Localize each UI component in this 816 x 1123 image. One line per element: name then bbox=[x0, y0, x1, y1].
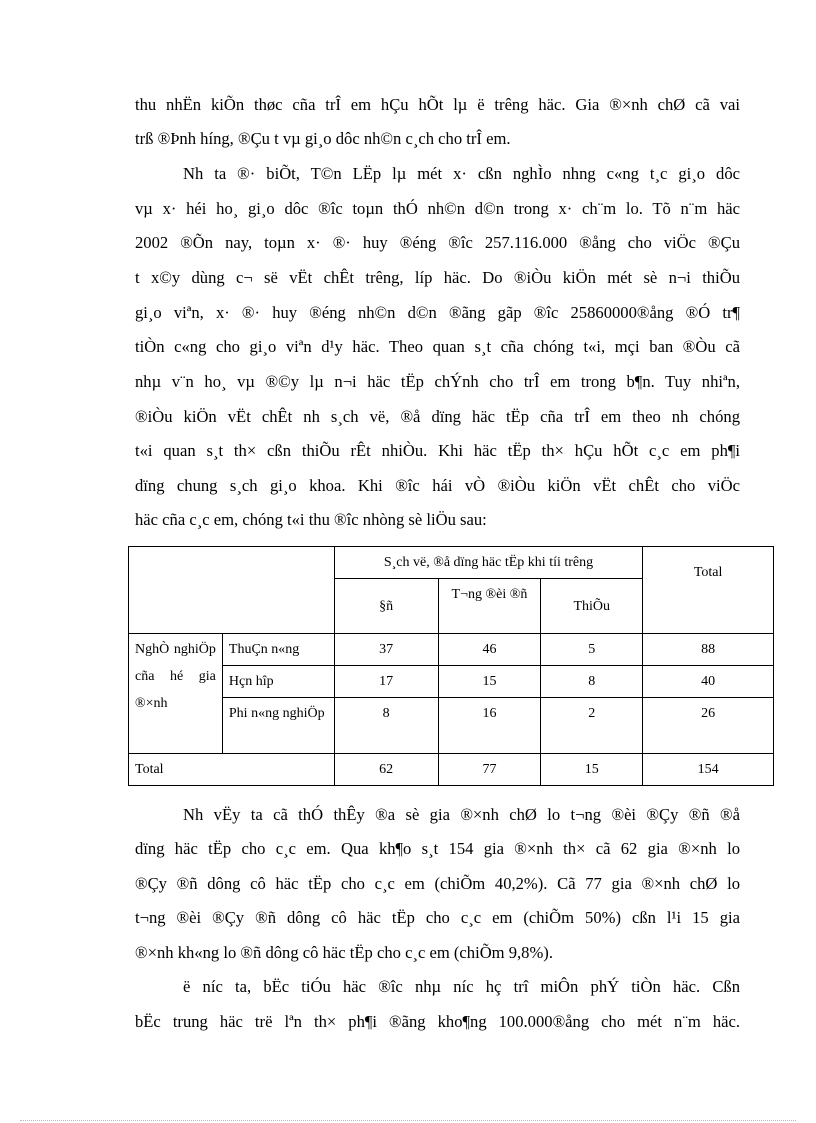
text-line: t«i quan s¸t th× cßn thiÕu rÊt nhiÒu. Kh… bbox=[135, 441, 740, 460]
text-line: t­ x©y dùng c¬ së vËt chÊt tr­êng, líp h… bbox=[135, 268, 740, 287]
cell: 17 bbox=[333, 665, 439, 698]
cell: 46 bbox=[437, 633, 542, 666]
cell: 2 bbox=[540, 697, 644, 754]
text-line: bËc trung häc trë lªn th× ph¶i ®ãng kho¶… bbox=[135, 1012, 740, 1031]
cell: 8 bbox=[333, 697, 439, 754]
text-line: nhµ v¨n ho¸ vµ ®©y lµ n¬i häc tËp chÝnh … bbox=[135, 372, 740, 391]
text-line: vµ x· héi ho¸ gi¸o dôc ®­îc toµn thÓ nh©… bbox=[135, 199, 740, 218]
cell: 88 bbox=[642, 633, 774, 666]
text-line: tiÒn c«ng cho gi¸o viªn d¹y häc. Theo qu… bbox=[135, 337, 740, 356]
text-line: ®×nh kh«ng lo ®ñ dông cô häc tËp cho c¸c… bbox=[135, 943, 553, 962]
cell: 77 bbox=[437, 753, 542, 786]
cell: 15 bbox=[437, 665, 542, 698]
row-label: ThuÇn n«ng bbox=[221, 633, 335, 666]
text-line: Nh­ vËy ta cã thÓ thÊy ®a sè gia ®×nh ch… bbox=[183, 805, 740, 824]
total-row: Total 62 77 15 154 bbox=[128, 753, 774, 786]
table-corner-cell bbox=[128, 546, 335, 634]
cell: 15 bbox=[540, 753, 644, 786]
text-line: gi¸o viªn, x· ®· huy ®éng nh©n d©n ®ãng … bbox=[135, 303, 740, 322]
row-label: Total bbox=[128, 753, 335, 786]
text-line: dïng chung s¸ch gi¸o khoa. Khi ®­îc hái … bbox=[135, 476, 740, 495]
cell: 154 bbox=[642, 753, 774, 786]
col-header: T­¬ng ®èi ®ñ bbox=[437, 578, 542, 634]
cell: 37 bbox=[333, 633, 439, 666]
row-label: Phi n«ng nghiÖp bbox=[221, 697, 335, 754]
text-line: Nh­ ta ®· biÕt, T©n LËp lµ mét x· cßn ng… bbox=[183, 164, 740, 183]
cell: 62 bbox=[333, 753, 439, 786]
cell: 16 bbox=[437, 697, 542, 754]
text-line: ë n­íc ta, bËc tiÓu häc ®­îc nhµ n­íc hç… bbox=[183, 977, 740, 996]
text-line: häc cña c¸c em, chóng t«i thu ®­îc nhòng… bbox=[135, 510, 487, 529]
text-line: ®Çy ®ñ dông cô häc tËp cho c¸c em (chiÕm… bbox=[135, 874, 740, 893]
page-bottom-divider bbox=[20, 1120, 796, 1121]
col-header: ThiÕu bbox=[540, 578, 644, 634]
cell: 5 bbox=[540, 633, 644, 666]
cell: 8 bbox=[540, 665, 644, 698]
group-header: S¸ch vë, ®å dïng häc tËp khi tíi tr­êng bbox=[333, 546, 644, 579]
text-line: ®iÒu kiÖn vËt chÊt nh­ s¸ch vë, ®å dïng … bbox=[135, 407, 740, 426]
text-line: dïng häc tËp cho c¸c em. Qua kh¶o s¸t 15… bbox=[135, 839, 740, 858]
table-row: NghÒ nghiÖp cña hé gia ®×nh ThuÇn n«ng 3… bbox=[128, 633, 774, 754]
text-line: 2002 ®Õn nay, toµn x· ®· huy ®éng ®­îc 2… bbox=[135, 233, 740, 252]
text-line: trß ®Þnh h­íng, ®Çu t­ vµ gi¸o dôc nh©n … bbox=[135, 129, 511, 148]
data-table: S¸ch vë, ®å dïng häc tËp khi tíi tr­êng … bbox=[128, 546, 774, 786]
row-label: Hçn hîp bbox=[221, 665, 335, 698]
text-line: t­¬ng ®èi ®Çy ®ñ dông cô häc tËp cho c¸c… bbox=[135, 908, 740, 927]
total-header: Total bbox=[642, 546, 774, 634]
col-header: §ñ bbox=[333, 578, 439, 634]
table-row: Hçn hîp 17 15 8 40 bbox=[129, 665, 774, 698]
cell: 26 bbox=[642, 697, 774, 754]
cell: 40 bbox=[642, 665, 774, 698]
text-line: thu nhËn kiÕn thøc cña trÎ em hÇu hÕt lµ… bbox=[135, 95, 740, 114]
table-row: Phi n«ng nghiÖp 8 16 2 26 bbox=[129, 697, 774, 754]
row-group-label: NghÒ nghiÖp cña hé gia ®×nh bbox=[128, 633, 223, 754]
